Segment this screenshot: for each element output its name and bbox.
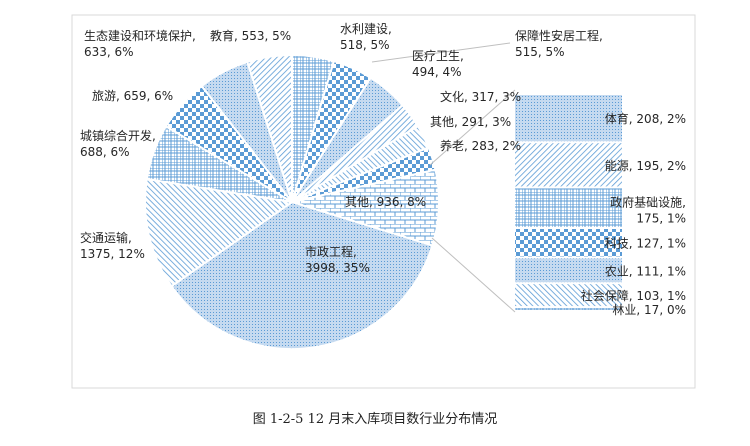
connector-line [431,237,516,313]
bar-segment [515,143,622,187]
pie-data-label: 市政工程, 3998, 35% [305,244,370,275]
pie-data-label: 教育, 553, 5% [210,28,291,43]
pie-data-label: 旅游, 659, 6% [92,89,173,103]
pie-data-label: 养老, 283, 2% [440,138,521,153]
bar-segment [515,308,622,310]
bar-data-label: 能源, 195, 2% [605,159,686,173]
bar-segment [515,284,622,307]
pie-slice [246,53,293,203]
bar-segment [515,188,622,228]
leader-line [371,42,511,63]
bar-data-label: 科技, 127, 1% [605,237,686,251]
bar-data-label: 体育, 208, 2% [605,111,686,126]
bar-data-label: 林业, 17, 0% [612,303,686,317]
pie-data-label: 生态建设和环境保护, 633, 6% [84,28,196,59]
figure-caption: 图 1-2-5 12 月末入库项目数行业分布情况 [252,412,498,427]
bar-segment [515,229,622,257]
pie-data-label: 其他, 936, 8% [345,195,426,209]
connector-line [429,89,516,166]
pie-data-label: 水利建设, 518, 5% [340,22,392,52]
bar-data-label: 政府基础设施, 175, 1% [610,195,686,226]
pie-data-label: 保障性安居工程, 515, 5% [515,28,603,59]
bar-data-label: 社会保障, 103, 1% [581,288,686,303]
pie-data-label: 文化, 317, 3% [440,89,521,104]
pie-data-label: 城镇综合开发, 688, 6% [80,128,156,159]
bar-data-label: 农业, 111, 1% [605,264,686,278]
pie-data-label: 交通运输, 1375, 12% [80,230,145,261]
pie-data-label: 医疗卫生, 494, 4% [412,49,464,79]
pie-slice [144,177,295,288]
pie-data-label: 其他, 291, 3% [430,115,511,129]
bar-segment [515,95,622,142]
bar-segment [515,258,622,283]
pie-slice [170,200,434,350]
